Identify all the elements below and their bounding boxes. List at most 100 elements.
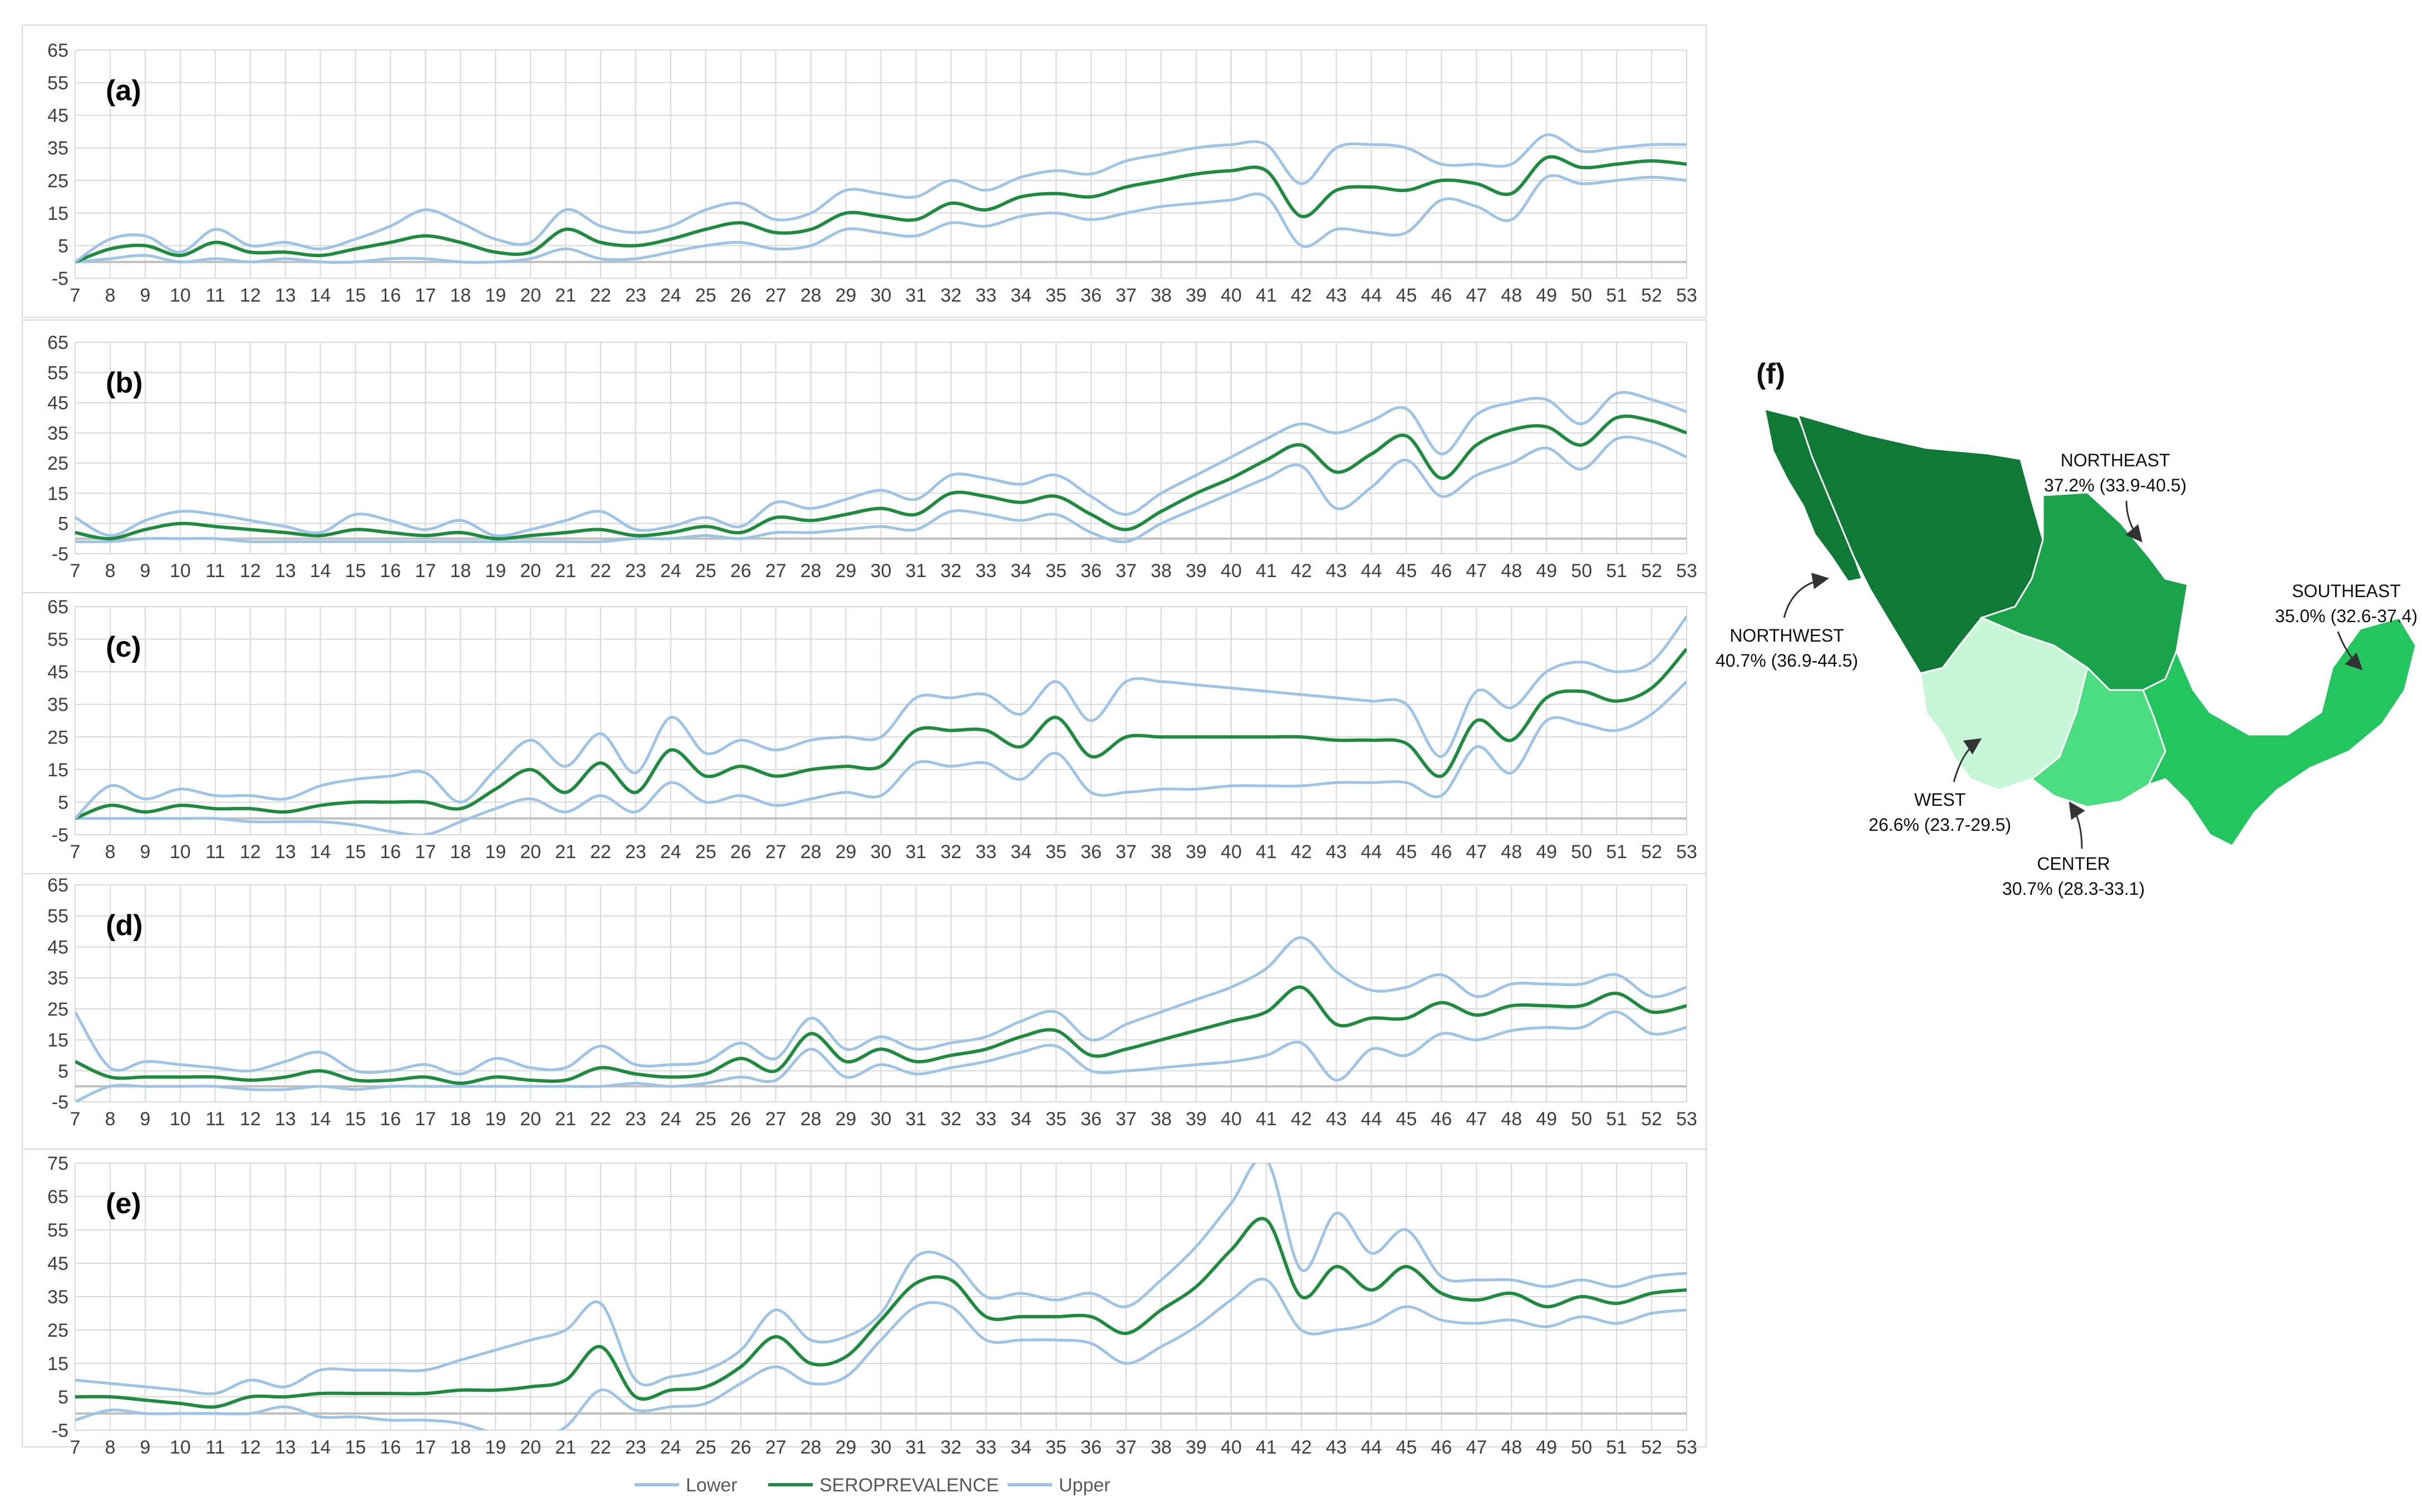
panel-a-xtick-label: 46	[1431, 285, 1452, 306]
panel-e-xtick-label: 26	[730, 1437, 751, 1458]
panel-e-xtick-label: 23	[625, 1437, 646, 1458]
panel-b-xtick-label: 33	[975, 560, 996, 582]
legend-label-2: Upper	[1059, 1475, 1111, 1496]
panel-a-xtick-label: 34	[1010, 285, 1031, 306]
panel-b-xtick-label: 20	[520, 560, 541, 582]
panel-c-xtick-label: 52	[1641, 841, 1662, 863]
panel-a-xtick-label: 13	[275, 285, 296, 306]
panel-e-xtick-label: 20	[520, 1437, 541, 1458]
panel-a-xtick-label: 52	[1641, 285, 1662, 306]
panel-b-xtick-label: 28	[800, 560, 822, 582]
panel-b-xtick-label: 17	[415, 560, 436, 582]
panel-a-xtick-label: 22	[590, 285, 611, 306]
panel-d-xtick-label: 44	[1361, 1109, 1382, 1130]
panel-a-xtick-label: 7	[70, 285, 81, 306]
panel-c-label: (c)	[106, 631, 141, 663]
panel-d-series-upper	[75, 936, 1687, 1076]
panel-a-xtick-label: 12	[240, 285, 261, 306]
panel-c-xtick-label: 9	[140, 841, 150, 863]
label-southeast: SOUTHEAST 35.0% (32.6-37.4)	[2274, 581, 2418, 626]
panel-a-xtick-label: 17	[415, 285, 436, 306]
panel-a-ytick-label: 25	[47, 170, 68, 191]
panel-e-xtick-label: 35	[1045, 1437, 1067, 1458]
panel-d-xtick-label: 35	[1045, 1109, 1067, 1130]
panel-b-xtick-label: 32	[940, 560, 961, 582]
panel-e-xtick-label: 7	[70, 1437, 81, 1458]
panel-d-ytick-label: 5	[58, 1061, 68, 1082]
panel-b-xtick-label: 10	[170, 560, 191, 582]
panel-d-xtick-label: 41	[1256, 1109, 1277, 1130]
panel-b-xtick-label: 52	[1641, 560, 1662, 582]
panel-a-xtick-label: 19	[485, 285, 506, 306]
panel-c-xtick-label: 42	[1291, 841, 1312, 863]
panel-a-xtick-label: 32	[940, 285, 961, 306]
label-west: WEST 26.6% (23.7-29.5)	[1868, 790, 2012, 835]
panel-a-xtick-label: 25	[695, 285, 716, 306]
panel-d-xtick-label: 51	[1606, 1109, 1627, 1130]
panel-e-ytick-label: 55	[47, 1220, 68, 1241]
panel-d-xtick-label: 16	[380, 1109, 401, 1130]
panel-a-xtick-label: 50	[1571, 285, 1592, 306]
panel-d-ytick-label: 55	[47, 906, 68, 927]
panel-c-xtick-label: 27	[765, 841, 787, 863]
panel-e-xtick-label: 49	[1536, 1437, 1557, 1458]
panel-b-xtick-label: 40	[1221, 560, 1242, 582]
panel-a-xtick-label: 45	[1396, 285, 1417, 306]
panel-c-ytick-label: 5	[58, 792, 68, 813]
panel-e-xtick-label: 44	[1361, 1437, 1382, 1458]
panel-d-xtick-label: 24	[660, 1109, 681, 1130]
panel-label-f: (f)	[1756, 358, 1785, 390]
panel-d-xtick-label: 22	[590, 1109, 611, 1130]
panel-e-xtick-label: 14	[310, 1437, 331, 1458]
panel-d-xtick-label: 43	[1326, 1109, 1347, 1130]
panel-a-xtick-label: 51	[1606, 285, 1627, 306]
panel-c-xtick-label: 43	[1326, 841, 1347, 863]
panel-e-xtick-label: 40	[1221, 1437, 1242, 1458]
panel-b-xtick-label: 9	[140, 560, 150, 582]
panel-e-xtick-label: 32	[940, 1437, 961, 1458]
panel-b-xtick-label: 7	[70, 560, 81, 582]
label-northwest: NORTHWEST 40.7% (36.9-44.5)	[1715, 626, 1859, 671]
label-center: CENTER 30.7% (28.3-33.1)	[2002, 854, 2145, 899]
panel-e-xtick-label: 30	[871, 1437, 892, 1458]
panel-b-xtick-label: 31	[906, 560, 927, 582]
panel-a-xtick-label: 15	[345, 285, 366, 306]
panel-c-xtick-label: 33	[975, 841, 996, 863]
panel-b-xtick-label: 43	[1326, 560, 1347, 582]
panel-d-xtick-label: 13	[275, 1109, 296, 1130]
panel-e-xtick-label: 12	[240, 1437, 261, 1458]
panel-c-xtick-label: 21	[555, 841, 576, 863]
panel-c-series-lower	[75, 680, 1687, 835]
panel-e-ytick-label: 25	[47, 1320, 68, 1341]
panel-e-xtick-label: 22	[590, 1437, 611, 1458]
panel-b-xtick-label: 53	[1676, 560, 1697, 582]
panel-b-xtick-label: 8	[105, 560, 115, 582]
panel-c-xtick-label: 17	[415, 841, 436, 863]
panel-b-xtick-label: 51	[1606, 560, 1627, 582]
panel-d-ytick-label: 45	[47, 937, 68, 958]
panel-b-xtick-label: 42	[1291, 560, 1312, 582]
panel-d-xtick-label: 23	[625, 1109, 646, 1130]
panel-e-xtick-label: 46	[1431, 1437, 1452, 1458]
panel-c-xtick-label: 18	[450, 841, 471, 863]
panel-d-ytick-label: 25	[47, 999, 68, 1020]
panel-b-xtick-label: 46	[1431, 560, 1452, 582]
panel-a-xtick-label: 24	[660, 285, 681, 306]
panel-a-label: (a)	[106, 75, 141, 107]
panel-a-xtick-label: 16	[380, 285, 401, 306]
panel-d-xtick-label: 18	[450, 1109, 471, 1130]
panel-e-xtick-label: 28	[800, 1437, 822, 1458]
panel-d-xtick-label: 19	[485, 1109, 506, 1130]
panel-e-ytick-label: 15	[47, 1353, 68, 1375]
panel-b-xtick-label: 25	[695, 560, 716, 582]
panel-b-xtick-label: 13	[275, 560, 296, 582]
panel-c-xtick-label: 40	[1221, 841, 1242, 863]
panel-c-xtick-label: 26	[730, 841, 751, 863]
panel-e-label: (e)	[106, 1188, 141, 1220]
panel-b-xtick-label: 44	[1361, 560, 1382, 582]
panel-c-xtick-label: 51	[1606, 841, 1627, 863]
panel-b-xtick-label: 22	[590, 560, 611, 582]
panel-b-xtick-label: 24	[660, 560, 681, 582]
panel-c-xtick-label: 7	[70, 841, 81, 863]
panel-e-xtick-label: 34	[1010, 1437, 1031, 1458]
